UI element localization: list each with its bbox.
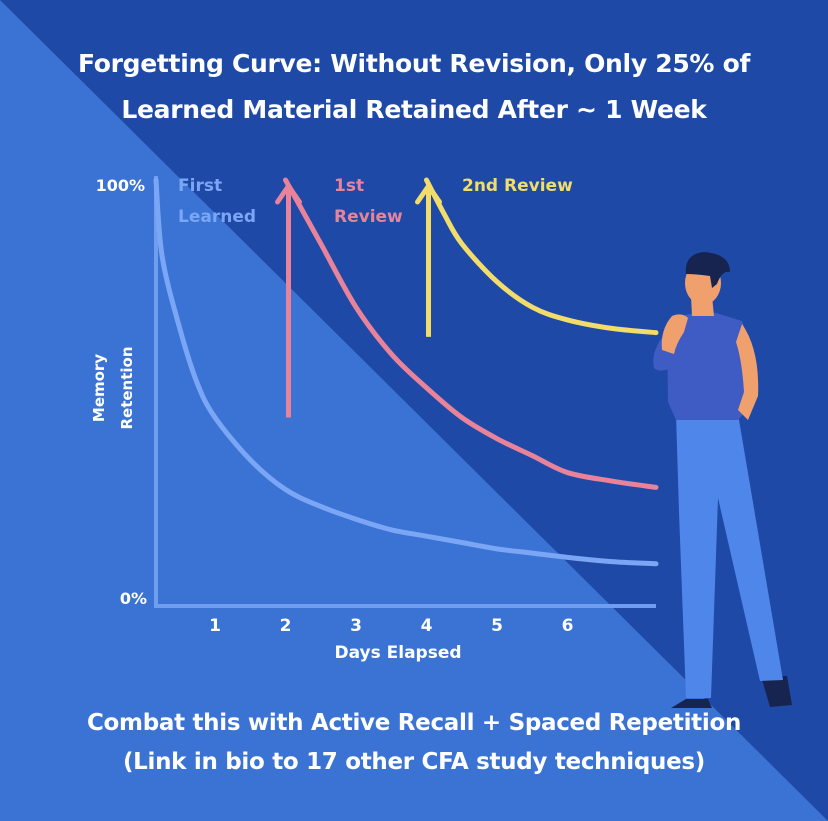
y-tick-label-top: 100% [96, 176, 145, 195]
footer-line-2: (Link in bio to 17 other CFA study techn… [122, 749, 706, 775]
series-labels: First Learned 1st Review 2nd Review [178, 176, 573, 227]
person-hair [685, 252, 730, 288]
series-line-3 [424, 177, 659, 336]
title-line-1: Forgetting Curve: Without Revision, Only… [77, 49, 751, 78]
x-tick-label: 1 [209, 616, 221, 636]
chart-axes [154, 176, 656, 608]
series-line-1 [153, 177, 659, 567]
series-label-3: 2nd Review [462, 176, 573, 196]
review-arrow-head [275, 183, 302, 205]
thinking-person-illustration [653, 252, 792, 708]
review-arrow-head [415, 183, 442, 205]
footer-line-1: Combat this with Active Recall + Spaced … [86, 710, 742, 736]
y-axis-label: Memory Retention [90, 346, 136, 429]
series-line-2 [283, 177, 659, 490]
x-tick-label: 6 [562, 616, 574, 636]
series-label-2: 1st Review [334, 176, 403, 227]
x-tick-label: 3 [350, 616, 362, 636]
person-pants [676, 414, 783, 698]
y-tick-label-bottom: 0% [120, 589, 147, 608]
chart-tick-labels: 1 2 3 4 5 6 100% 0% Days Elapsed Memory Retention [90, 176, 573, 663]
x-tick-label: 5 [491, 616, 503, 636]
x-tick-label: 4 [421, 616, 433, 636]
title-line-2: Learned Material Retained After ~ 1 Week [121, 95, 707, 124]
x-axis-label: Days Elapsed [334, 643, 461, 663]
person-right-shoe [761, 676, 792, 707]
person-left-shoe [671, 699, 712, 708]
x-tick-label: 2 [280, 616, 292, 636]
chart-series [153, 177, 659, 567]
person-hand [661, 314, 688, 354]
series-label-1: First Learned [178, 176, 256, 227]
person-back-arm [736, 324, 759, 420]
review-arrows [275, 183, 442, 418]
